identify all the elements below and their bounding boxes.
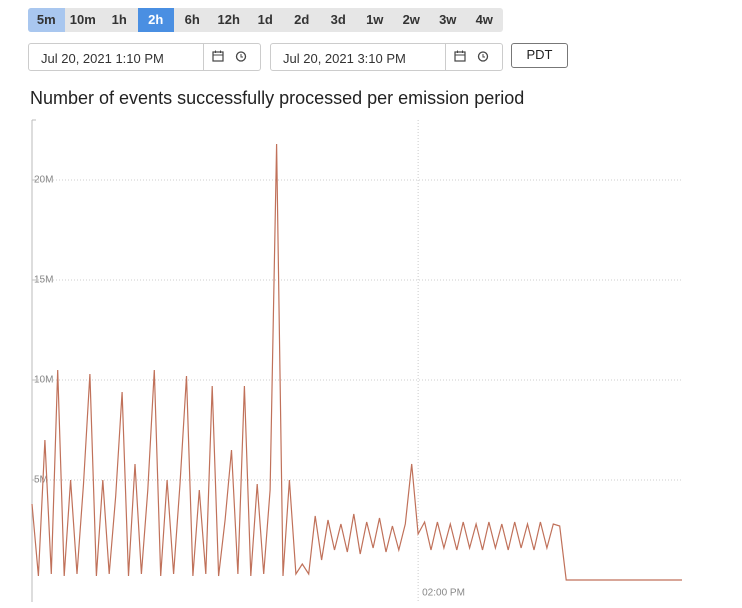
timezone-button[interactable]: PDT	[511, 43, 568, 68]
y-tick-label: 15M	[34, 275, 53, 286]
y-tick-label: 20M	[34, 175, 53, 186]
x-tick-label: 02:00 PM	[422, 588, 465, 599]
range-button[interactable]: 1h	[111, 12, 127, 27]
range-button[interactable]: 10m	[69, 12, 96, 27]
chart-title: Number of events successfully processed …	[30, 88, 525, 108]
end-date-text: Jul 20, 2021 3:10 PM	[283, 51, 406, 66]
range-button[interactable]: 6h	[184, 12, 200, 27]
range-button[interactable]: 5m	[28, 8, 65, 32]
range-button[interactable]: 2d	[294, 12, 310, 27]
date-icons	[203, 44, 247, 70]
range-button[interactable]: 3d	[330, 12, 346, 27]
y-tick-label: 5M	[34, 475, 48, 486]
range-button[interactable]: 12h	[217, 12, 240, 27]
series-line	[31, 143, 682, 581]
range-button[interactable]: 1w	[366, 12, 384, 27]
range-button[interactable]: 4w	[475, 12, 493, 27]
range-toolbar: 5m 10m 1h 2h 6h 12h 1d 2d 3d 1w 2w 3w 4w	[28, 8, 503, 32]
date-icons	[445, 44, 489, 70]
range-button[interactable]: 2h	[137, 8, 174, 32]
range-button[interactable]: 2w	[402, 12, 420, 27]
end-date[interactable]: Jul 20, 2021 3:10 PM	[270, 43, 503, 71]
y-tick-label: 10M	[34, 375, 53, 386]
start-date[interactable]: Jul 20, 2021 1:10 PM	[28, 43, 261, 71]
range-button[interactable]: 3w	[439, 12, 457, 27]
range-button[interactable]: 1d	[257, 12, 273, 27]
start-date-text: Jul 20, 2021 1:10 PM	[41, 51, 164, 66]
